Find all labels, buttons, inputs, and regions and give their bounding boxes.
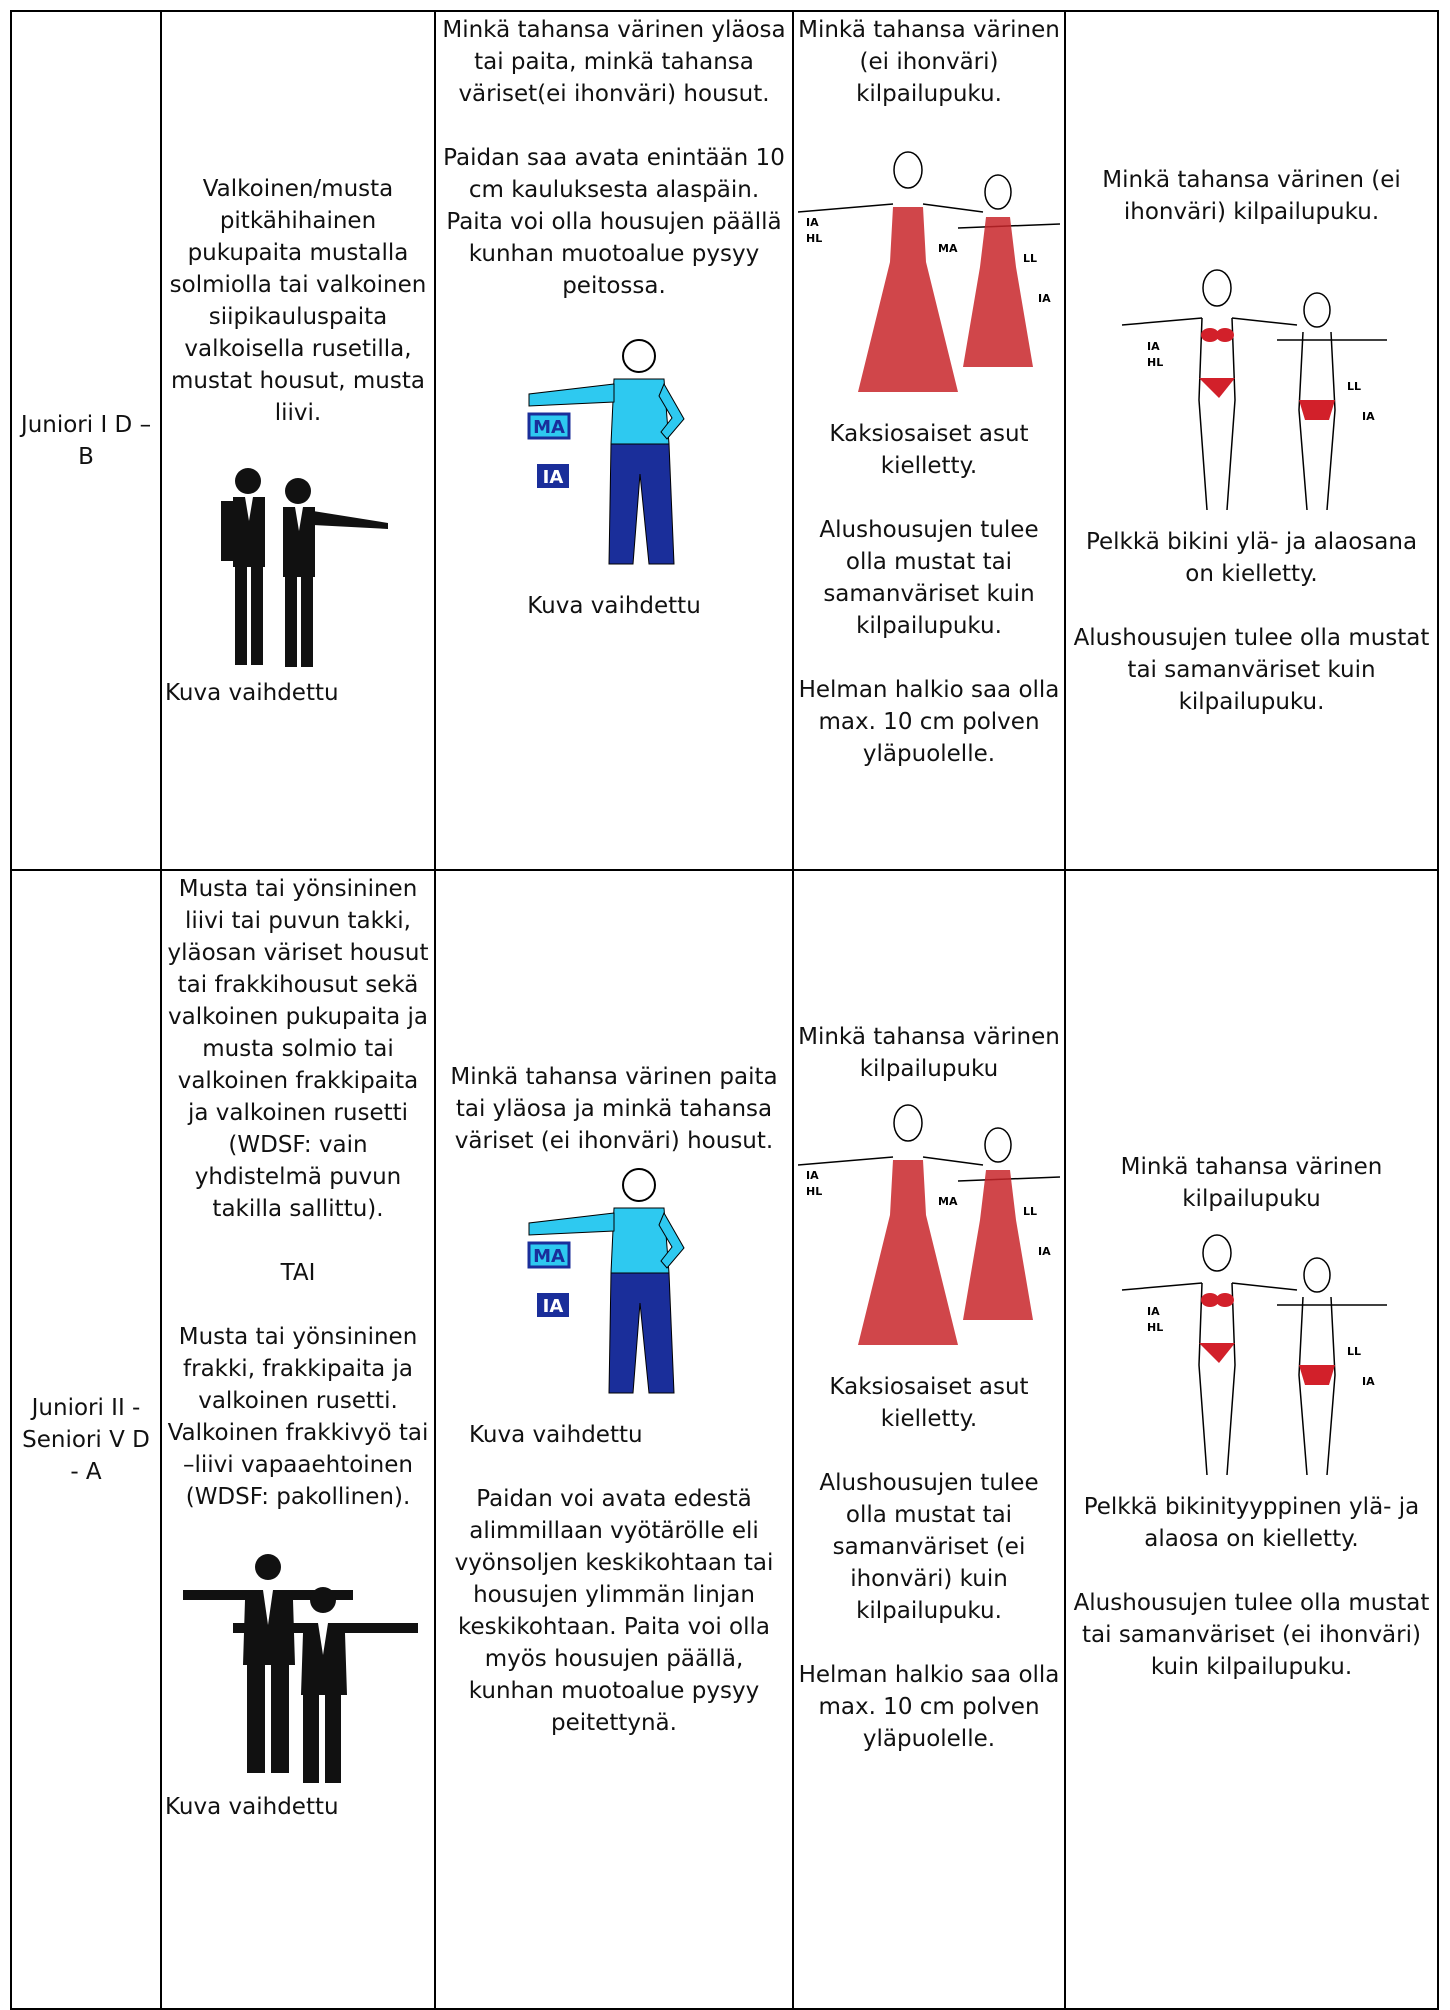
paragraph: Alushousujen tulee olla mustat tai saman… — [819, 1470, 1039, 1624]
shirt-figure: MA IA — [527, 1168, 685, 1394]
bikini-figure: IA HL LL IA — [1121, 268, 1387, 510]
suit-figure — [221, 467, 388, 667]
figure-label: LL — [1347, 1345, 1361, 1358]
figure-label: MA — [533, 1246, 565, 1267]
shirt-figure: MA IA — [527, 339, 685, 565]
figure-label: HL — [806, 1185, 822, 1198]
figure-label: IA — [1147, 1305, 1160, 1318]
cell: Juniori II - Seniori V D - A — [10, 869, 162, 2010]
dress-figure: IA HL MA LL IA — [798, 1104, 1060, 1345]
figure-label: IA — [1147, 340, 1160, 353]
figure-label: IA — [806, 1169, 819, 1182]
paragraph: Pelkkä bikini ylä- ja alaosana on kielle… — [1085, 528, 1418, 587]
caption: Kuva vaihdettu — [165, 1794, 339, 1820]
caption: Kuva vaihdettu — [469, 1422, 643, 1448]
paragraph: Minkä tahansa värinen paita tai yläosa j… — [450, 1064, 778, 1154]
paragraph: Minkä tahansa värinen (ei ihonväri) kilp… — [1102, 166, 1401, 225]
paragraph: Musta tai yönsininen liivi tai puvun tak… — [167, 876, 429, 1222]
caption: Kuva vaihdettu — [527, 593, 701, 619]
paragraph: Minkä tahansa värinen kilpailupuku — [1120, 1154, 1383, 1212]
dress-code-table: Juniori I D – B Valkoinen/musta pitkähih… — [10, 10, 1439, 2010]
row: Juniori I D – B Valkoinen/musta pitkähih… — [10, 10, 1439, 871]
bikini-figure: IA HL LL IA — [1121, 1234, 1387, 1476]
figure-label: MA — [938, 1195, 958, 1208]
cell: Minkä tahansa värinen kilpailupuku IA HL L… — [1064, 869, 1439, 2010]
class-label: Juniori I D – B — [20, 411, 152, 470]
cell: Minkä tahansa värinen (ei ihonväri) kilp… — [792, 10, 1066, 871]
paragraph: Paidan saa avata enintään 10 cm kaulukse… — [443, 145, 785, 299]
figure-label: LL — [1347, 380, 1361, 393]
figure-label: MA — [938, 242, 958, 255]
cell: Musta tai yönsininen liivi tai puvun tak… — [160, 869, 436, 2010]
cell: Valkoinen/musta pitkähihainen pukupaita … — [160, 10, 436, 871]
paragraph: Alushousujen tulee olla mustat tai saman… — [1073, 1590, 1430, 1680]
figure-label: IA — [806, 216, 819, 229]
figure-label: LL — [1023, 252, 1037, 265]
figure-label: IA — [1362, 410, 1375, 423]
cell: Juniori I D – B — [10, 10, 162, 871]
row: Juniori II - Seniori V D - A Musta tai y… — [10, 869, 1439, 2010]
paragraph: Minkä tahansa värinen yläosa tai paita, … — [442, 17, 786, 107]
figure-label: LL — [1023, 1205, 1037, 1218]
figure-label: IA — [543, 467, 564, 488]
paragraph: Musta tai yönsininen frakki, frakkipaita… — [167, 1324, 429, 1510]
paragraph: Alushousujen tulee olla mustat tai saman… — [819, 517, 1039, 639]
paragraph: Paidan voi avata edestä alimmillaan vyöt… — [454, 1486, 774, 1736]
figure-label: HL — [1147, 1321, 1163, 1334]
figure-label: HL — [1147, 356, 1163, 369]
paragraph: Minkä tahansa värinen kilpailupuku — [798, 1024, 1060, 1082]
dress-figure: IA HL MA LL IA — [798, 151, 1060, 392]
figure-label: HL — [806, 232, 822, 245]
cell: Minkä tahansa värinen kilpailupuku IA HL M… — [792, 869, 1066, 2010]
figure-label: IA — [1038, 292, 1051, 305]
paragraph: TAI — [280, 1260, 316, 1286]
paragraph: Helman halkio saa olla max. 10 cm polven… — [798, 1662, 1060, 1752]
paragraph: Minkä tahansa värinen (ei ihonväri) kilp… — [798, 17, 1060, 107]
caption: Kuva vaihdettu — [165, 679, 339, 706]
paragraph: Kaksiosaiset asut kielletty. — [829, 1374, 1029, 1432]
tailcoat-figure — [183, 1554, 418, 1783]
class-label: Juniori II - Seniori V D - A — [22, 1394, 150, 1485]
paragraph: Kaksiosaiset asut kielletty. — [829, 421, 1029, 479]
figure-label: MA — [533, 417, 565, 438]
paragraph: Valkoinen/musta pitkähihainen pukupaita … — [169, 175, 427, 426]
figure-label: IA — [1038, 1245, 1051, 1258]
cell: Minkä tahansa värinen (ei ihonväri) kilp… — [1064, 10, 1439, 871]
paragraph: Pelkkä bikinityyppinen ylä- ja alaosa on… — [1083, 1494, 1420, 1552]
figure-label: IA — [1362, 1375, 1375, 1388]
cell: Minkä tahansa värinen paita tai yläosa j… — [434, 869, 794, 2010]
figure-label: IA — [543, 1296, 564, 1317]
paragraph: Helman halkio saa olla max. 10 cm polven… — [798, 677, 1060, 767]
cell: Minkä tahansa värinen yläosa tai paita, … — [434, 10, 794, 871]
paragraph: Alushousujen tulee olla mustat tai saman… — [1073, 624, 1430, 715]
